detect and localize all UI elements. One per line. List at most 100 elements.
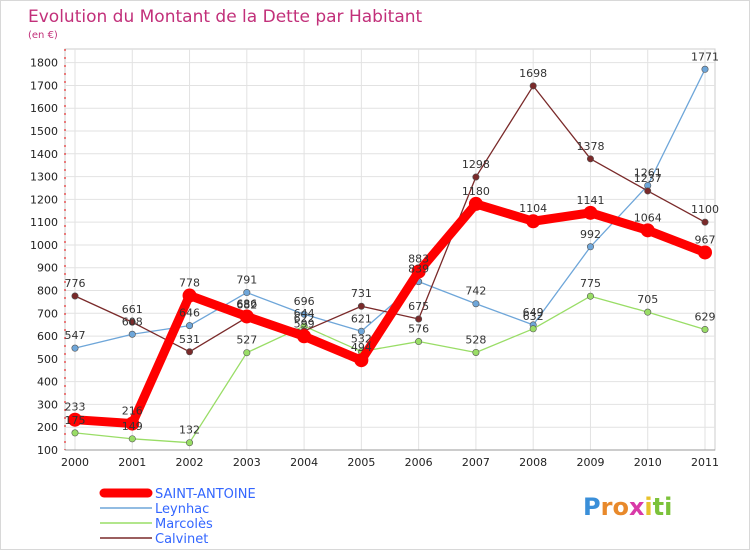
data-point: [586, 155, 594, 163]
data-point: [411, 264, 426, 279]
logo-letter: P: [583, 493, 601, 521]
data-point: [415, 338, 423, 346]
data-label: 992: [580, 228, 601, 241]
data-point: [640, 223, 655, 238]
data-point: [644, 187, 652, 195]
data-label: 1378: [576, 140, 604, 153]
data-point: [186, 439, 194, 447]
y-tick-label: 1700: [30, 79, 58, 92]
data-label: 1141: [576, 194, 604, 207]
data-label: 778: [179, 277, 200, 290]
data-point: [586, 243, 594, 251]
series-saint-antoine: [68, 196, 712, 431]
data-label: 621: [351, 312, 372, 325]
data-point: [583, 205, 598, 220]
data-point: [186, 322, 194, 330]
data-point: [701, 218, 709, 226]
data-point: [472, 173, 480, 181]
y-tick-label: 100: [37, 444, 58, 457]
series-layer: [68, 65, 712, 447]
data-label: 705: [637, 293, 658, 306]
plot-area: [64, 48, 716, 451]
x-tick-label: 2001: [118, 456, 146, 469]
data-point: [415, 315, 423, 323]
series-marcolès: [71, 292, 709, 447]
data-label: 233: [65, 401, 86, 414]
data-label: 675: [408, 300, 429, 313]
data-label-layer: 547 608 646 791 696 621 839 742 649 992 1261 1771 17…: [65, 50, 720, 436]
logo-letter: i: [664, 493, 672, 521]
data-label: 528: [465, 333, 486, 346]
data-point: [357, 302, 365, 310]
data-label: 967: [695, 233, 716, 246]
data-label: 608: [122, 315, 143, 328]
x-tick-label: 2009: [576, 456, 604, 469]
x-tick-label: 2004: [290, 456, 318, 469]
legend-item: SAINT-ANTOINE: [99, 487, 256, 502]
x-tick-label: 2010: [634, 456, 662, 469]
chart-title: Evolution du Montant de la Dette par Hab…: [28, 7, 423, 27]
data-label: 576: [408, 323, 429, 336]
legend-label: Calvinet: [155, 532, 208, 547]
data-label: 216: [122, 405, 143, 418]
data-point: [529, 325, 537, 333]
chart-subtitle: (en €): [28, 30, 58, 41]
data-point: [128, 330, 136, 338]
data-label: 661: [122, 303, 143, 316]
grid-layer: [64, 48, 716, 451]
data-label: 632: [523, 310, 544, 323]
y-tick-label: 800: [37, 285, 58, 298]
data-point: [701, 325, 709, 333]
data-label: 532: [351, 333, 372, 346]
y-tick-label: 900: [37, 262, 58, 275]
data-point: [586, 292, 594, 300]
logo-letter: i: [644, 493, 652, 521]
data-label: 883: [408, 253, 429, 266]
data-label: 1698: [519, 67, 547, 80]
legend-label: Marcolès: [155, 517, 213, 532]
data-label: 599: [294, 317, 315, 330]
logo-letter: r: [601, 493, 613, 521]
legend-item: Calvinet: [100, 532, 208, 547]
data-label: 742: [465, 285, 486, 298]
x-tick-label: 2002: [176, 456, 204, 469]
y-tick-label: 1100: [30, 216, 58, 229]
data-label: 686: [236, 297, 257, 310]
y-tick-label: 500: [37, 353, 58, 366]
data-label: 649: [523, 306, 544, 319]
proxiti-logo: Proxiti: [583, 493, 672, 521]
data-label: 527: [236, 334, 257, 347]
y-tick-label: 1300: [30, 171, 58, 184]
data-point: [354, 353, 369, 368]
data-point: [125, 416, 140, 431]
data-point: [300, 310, 308, 318]
data-label: 776: [65, 277, 86, 290]
legend-item: Leynhac: [100, 502, 209, 517]
data-point: [71, 429, 79, 437]
legend-label: SAINT-ANTOINE: [155, 487, 256, 502]
data-label: 646: [179, 307, 200, 320]
y-tick-label: 600: [37, 330, 58, 343]
data-point: [182, 288, 197, 303]
data-point: [71, 344, 79, 352]
y-tick-label: 400: [37, 376, 58, 389]
x-tick-label: 2007: [462, 456, 490, 469]
data-label: 1237: [634, 172, 662, 185]
data-point: [68, 412, 82, 427]
data-point: [701, 65, 709, 73]
data-label: 791: [236, 274, 257, 287]
data-point: [243, 349, 251, 357]
logo-letter: t: [653, 493, 664, 521]
data-label: 1180: [462, 185, 490, 198]
y-tick-label: 200: [37, 421, 58, 434]
data-label: 1104: [519, 202, 547, 215]
data-point: [243, 289, 251, 297]
y-tick-label: 1500: [30, 125, 58, 138]
data-point: [526, 214, 541, 229]
data-label: 531: [179, 333, 200, 346]
data-point: [472, 300, 480, 308]
y-tick-label: 300: [37, 398, 58, 411]
y-tick-label: 1600: [30, 102, 58, 115]
x-tick-label: 2003: [233, 456, 261, 469]
